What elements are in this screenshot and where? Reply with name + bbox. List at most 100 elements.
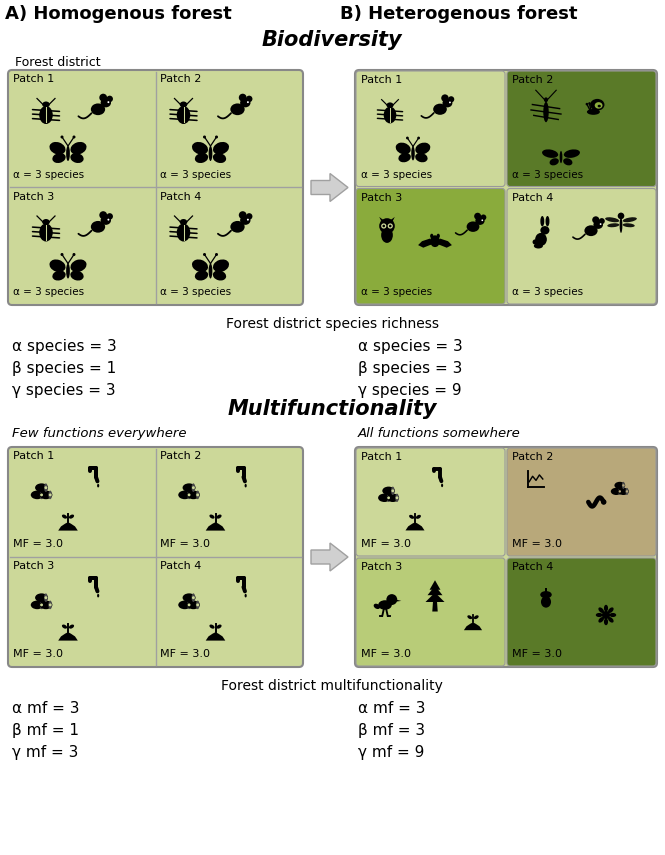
Ellipse shape	[213, 270, 226, 280]
Ellipse shape	[195, 270, 208, 280]
Circle shape	[188, 604, 190, 606]
Polygon shape	[406, 522, 424, 530]
Ellipse shape	[209, 624, 215, 628]
Polygon shape	[205, 632, 225, 640]
Text: MF = 3.0: MF = 3.0	[361, 649, 411, 659]
Ellipse shape	[188, 600, 191, 610]
Ellipse shape	[53, 270, 66, 280]
Text: Patch 4: Patch 4	[160, 192, 202, 202]
Text: Patch 3: Patch 3	[13, 192, 55, 202]
Text: Patch 2: Patch 2	[512, 75, 553, 85]
Ellipse shape	[180, 219, 188, 225]
Text: Patch 3: Patch 3	[13, 561, 55, 571]
Ellipse shape	[216, 624, 221, 628]
Ellipse shape	[593, 221, 603, 229]
Text: MF = 3.0: MF = 3.0	[13, 649, 63, 659]
Circle shape	[430, 235, 440, 245]
Ellipse shape	[187, 600, 200, 610]
Ellipse shape	[178, 491, 192, 499]
Ellipse shape	[437, 233, 440, 239]
FancyBboxPatch shape	[507, 558, 656, 666]
Circle shape	[99, 211, 107, 219]
Ellipse shape	[70, 259, 86, 272]
Circle shape	[215, 135, 218, 139]
Circle shape	[622, 484, 624, 486]
Text: Biodiversity: Biodiversity	[262, 30, 402, 50]
Ellipse shape	[560, 151, 563, 163]
Circle shape	[602, 611, 610, 619]
Circle shape	[406, 137, 409, 139]
Circle shape	[481, 220, 483, 221]
Ellipse shape	[39, 223, 53, 241]
Text: Patch 1: Patch 1	[361, 75, 402, 85]
Ellipse shape	[596, 613, 602, 617]
Ellipse shape	[213, 259, 229, 272]
Ellipse shape	[395, 493, 399, 502]
Ellipse shape	[31, 491, 44, 499]
Ellipse shape	[40, 600, 43, 610]
Circle shape	[386, 594, 397, 605]
Ellipse shape	[192, 142, 208, 155]
Circle shape	[72, 135, 76, 139]
Text: Forest district species richness: Forest district species richness	[225, 317, 438, 331]
Ellipse shape	[183, 483, 196, 492]
Text: Patch 4: Patch 4	[512, 562, 553, 572]
Text: α = 3 species: α = 3 species	[361, 169, 432, 180]
Text: β species = 3: β species = 3	[358, 361, 462, 376]
Ellipse shape	[177, 106, 190, 124]
Polygon shape	[432, 602, 438, 611]
Ellipse shape	[563, 158, 573, 165]
Ellipse shape	[209, 263, 212, 279]
Ellipse shape	[70, 270, 84, 280]
Ellipse shape	[467, 616, 472, 619]
Ellipse shape	[605, 217, 619, 222]
Circle shape	[533, 239, 538, 245]
Circle shape	[474, 213, 481, 220]
Ellipse shape	[245, 594, 247, 598]
Circle shape	[196, 493, 199, 496]
Ellipse shape	[541, 226, 549, 234]
Ellipse shape	[196, 491, 200, 499]
Ellipse shape	[213, 153, 226, 163]
Text: α = 3 species: α = 3 species	[160, 287, 231, 297]
Ellipse shape	[39, 106, 53, 124]
Circle shape	[388, 223, 393, 228]
Circle shape	[247, 101, 249, 103]
Text: Patch 1: Patch 1	[13, 74, 55, 84]
Ellipse shape	[188, 491, 191, 499]
Ellipse shape	[467, 221, 479, 232]
Ellipse shape	[43, 219, 50, 225]
Ellipse shape	[49, 491, 52, 499]
Ellipse shape	[543, 102, 549, 122]
Ellipse shape	[97, 594, 99, 598]
Circle shape	[72, 253, 76, 256]
Polygon shape	[418, 239, 435, 248]
Ellipse shape	[35, 593, 48, 602]
Text: MF = 3.0: MF = 3.0	[13, 539, 63, 549]
Circle shape	[45, 596, 47, 599]
Ellipse shape	[442, 98, 452, 108]
Circle shape	[108, 101, 109, 103]
Ellipse shape	[534, 244, 543, 249]
Ellipse shape	[192, 259, 208, 272]
Polygon shape	[205, 522, 225, 531]
Ellipse shape	[43, 102, 50, 108]
Circle shape	[49, 604, 52, 606]
Text: MF = 3.0: MF = 3.0	[512, 539, 562, 549]
Text: Patch 4: Patch 4	[160, 561, 202, 571]
Ellipse shape	[100, 98, 111, 108]
Text: γ mf = 3: γ mf = 3	[12, 745, 78, 760]
Ellipse shape	[433, 103, 447, 115]
Text: γ species = 3: γ species = 3	[12, 383, 116, 398]
Polygon shape	[435, 239, 452, 248]
Ellipse shape	[475, 217, 485, 225]
Polygon shape	[379, 217, 384, 222]
Text: MF = 3.0: MF = 3.0	[512, 649, 562, 659]
Ellipse shape	[91, 103, 105, 115]
Ellipse shape	[607, 223, 619, 227]
Circle shape	[417, 137, 420, 139]
Circle shape	[45, 486, 47, 489]
Circle shape	[389, 225, 392, 227]
Text: γ mf = 9: γ mf = 9	[358, 745, 424, 760]
Circle shape	[626, 490, 628, 492]
